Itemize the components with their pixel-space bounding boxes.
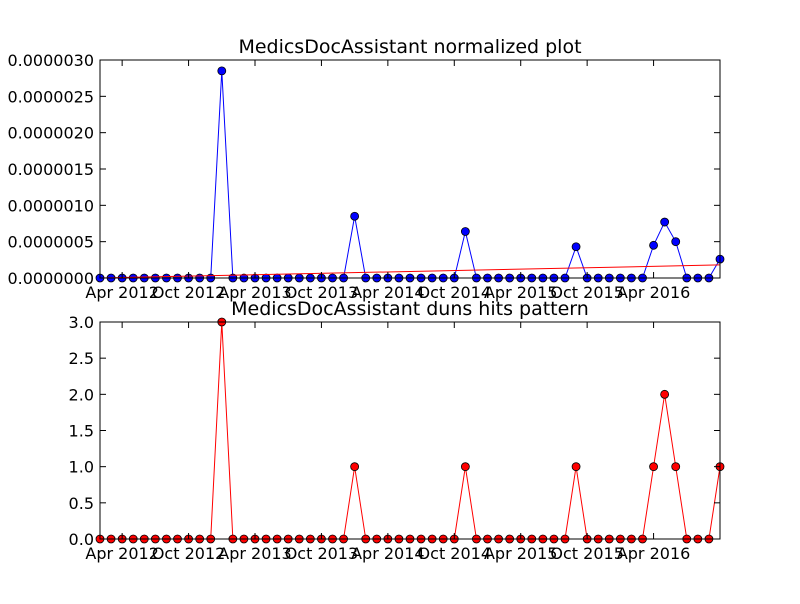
normalized-plot-frame (99, 59, 721, 279)
normalized-plot-data-point (217, 66, 227, 76)
normalized-plot-y-tick-label: 0.0000020 (7, 124, 94, 143)
normalized-plot-data-point (460, 227, 470, 236)
duns-hits-data-point (649, 462, 658, 472)
normalized-plot-data-point (671, 237, 681, 247)
normalized-plot-y-tick-label: 0.0000030 (7, 51, 94, 70)
duns-hits-data-point (350, 462, 360, 472)
normalized-plot-trend-line (99, 264, 721, 279)
normalized-plot-x-tick-label: Oct 2014 (418, 283, 491, 302)
duns-hits-series-line (100, 321, 721, 540)
duns-hits-y-tick-label: 3.0 (69, 313, 94, 332)
duns-hits-y-tick-label: 0.0 (69, 530, 94, 549)
normalized-plot-series (95, 66, 725, 283)
normalized-plot-y-tick-label: 0.0000010 (7, 196, 94, 215)
duns-hits-x-tick-label: Apr 2013 (218, 544, 291, 563)
normalized-plot-x-tick-label: Oct 2015 (550, 283, 623, 302)
normalized-plot-title: MedicsDocAssistant normalized plot (238, 36, 581, 58)
normalized-plot-x-tick-label: Apr 2013 (218, 283, 291, 302)
normalized-plot-x-tick-label: Oct 2012 (152, 283, 225, 302)
duns-hits-y-tick-label: 2.5 (69, 349, 94, 368)
normalized-plot-x-tick-label: Apr 2015 (484, 283, 557, 302)
duns-hits-y-tick-label: 0.5 (69, 494, 94, 513)
duns-hits-x-tick-label: Apr 2016 (617, 544, 690, 563)
duns-hits-x-tick-label: Apr 2014 (351, 544, 424, 563)
normalized-plot-x-tick-label: Apr 2012 (85, 283, 158, 302)
duns-hits-data-point (571, 462, 581, 472)
duns-hits-x-tick-label: Oct 2015 (550, 544, 623, 563)
duns-hits-series (95, 317, 725, 544)
duns-hits-title: MedicsDocAssistant duns hits pattern (231, 298, 589, 320)
normalized-plot-series-line (100, 70, 721, 279)
normalized-plot-data-point (649, 240, 658, 250)
duns-hits-y-tick-label: 1.0 (69, 458, 94, 477)
duns-hits-y-axis: 0.0 0.5 1.0 1.5 2.0 2.5 3.0 (69, 313, 720, 549)
normalized-plot-data-point (350, 211, 360, 221)
normalized-plot-y-tick-label: 0.0000005 (7, 233, 94, 252)
normalized-plot-x-tick-label: Apr 2016 (617, 283, 690, 302)
duns-hits-x-tick-label: Apr 2015 (484, 544, 557, 563)
duns-hits-x-tick-label: Oct 2014 (418, 544, 491, 563)
normalized-plot-x-tick-label: Apr 2014 (351, 283, 424, 302)
duns-hits-data-point (660, 389, 670, 399)
duns-hits-x-tick-label: Apr 2012 (85, 544, 158, 563)
duns-hits-data-point (671, 462, 681, 472)
duns-hits-x-tick-label: Oct 2013 (285, 544, 358, 563)
normalized-plot-data-point (660, 217, 670, 227)
duns-hits-frame (99, 321, 721, 540)
duns-hits-y-tick-label: 2.0 (69, 385, 94, 404)
normalized-plot-x-tick-label: Oct 2013 (285, 283, 358, 302)
normalized-plot-y-tick-label: 0.0000000 (7, 269, 94, 288)
normalized-plot-data-point (571, 242, 581, 252)
normalized-plot-panel: MedicsDocAssistant normalized plot 0.000… (7, 36, 725, 302)
normalized-plot-y-tick-label: 0.0000025 (7, 87, 94, 106)
normalized-plot-y-axis: 0.0000000 0.0000005 0.0000010 0.0000015 0.00… (7, 51, 720, 288)
duns-hits-y-tick-label: 1.5 (69, 422, 94, 441)
duns-hits-x-tick-label: Oct 2012 (152, 544, 225, 563)
normalized-plot-y-tick-label: 0.0000015 (7, 160, 94, 179)
duns-hits-data-point (460, 462, 470, 472)
